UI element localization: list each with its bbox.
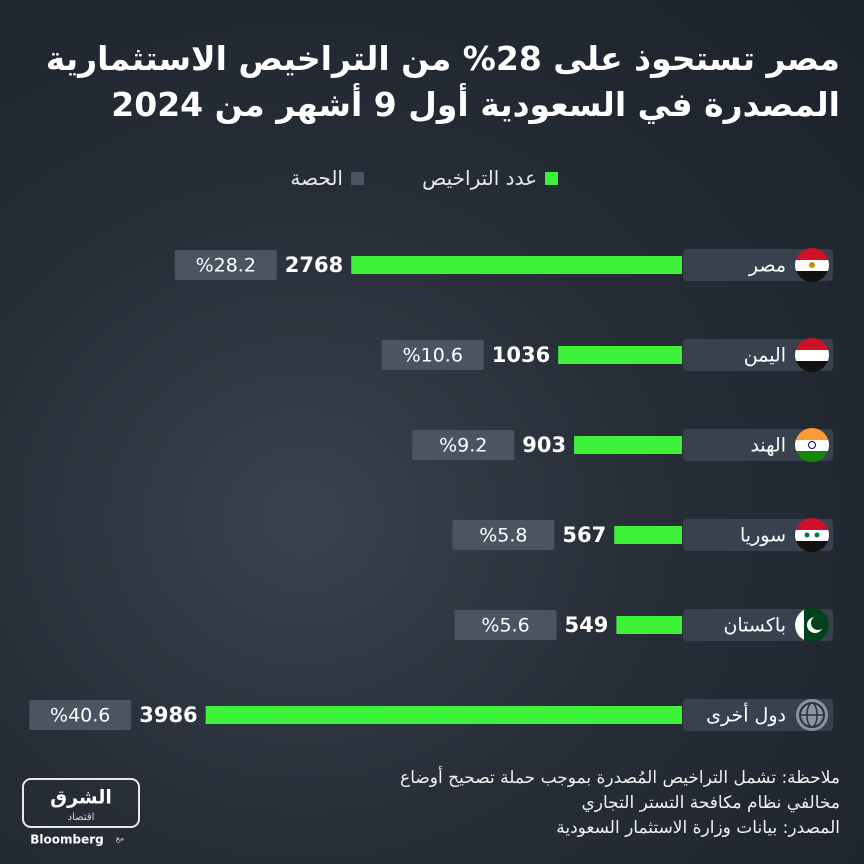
category-label: الهند [750,435,786,457]
share-label: %28.2 [196,255,256,277]
value-label: 2768 [285,253,343,277]
category-box [683,699,833,731]
value-label: 567 [562,523,606,547]
bar [558,346,682,364]
logo-partner: Bloomberg [30,833,104,847]
bar [205,706,682,724]
share-label: %5.6 [481,615,529,637]
share-box [174,250,277,280]
flag-pakistan [795,608,829,642]
bar [614,526,682,544]
value-label: 1036 [492,343,550,367]
share-box [381,340,484,370]
footnote: ملاحظة: تشمل التراخيص المُصدرة بموجب حمل… [400,766,840,841]
title-line: مصر تستحوذ على 28% من التراخيص الاستثمار… [45,39,840,78]
globe-icon [796,699,828,731]
share-label: %40.6 [50,705,110,727]
bar [616,616,682,634]
value-label: 903 [522,433,566,457]
share-label: %10.6 [403,345,463,367]
bar [574,436,682,454]
share-box [412,430,515,460]
category-box [683,339,833,371]
value-label: 3986 [139,703,197,727]
flag-syria [795,518,829,552]
legend-entry: عدد التراخيص [422,166,558,190]
logo: الشرق اقتصاد مع Bloomberg [22,778,140,847]
share-box [452,520,555,550]
note-line: ملاحظة: تشمل التراخيص المُصدرة بموجب حمل… [400,768,840,788]
category-box [683,249,833,281]
category-label: مصر [748,255,786,277]
logo-brand: الشرق [50,787,112,809]
value-label: 549 [565,613,609,637]
legend-label: عدد التراخيص [422,166,537,190]
category-box [683,519,833,551]
note-line: مخالفي نظام مكافحة التستر التجاري [581,793,840,813]
share-label: %5.8 [479,525,527,547]
share-label: %9.2 [439,435,487,457]
source: المصدر: بيانات وزارة الاستثمار السعودية [556,818,840,838]
category-label: دول أخرى [706,703,786,727]
flag-egypt [795,248,829,282]
share-box [29,700,132,730]
category-box [683,429,833,461]
logo-prefix: مع [116,834,125,843]
legend-swatch [351,171,364,185]
title-line: المصدرة في السعودية أول 9 أشهر من 2024 [111,85,840,124]
category-label: سوريا [740,525,786,547]
legend-label: الحصة [290,166,343,190]
chart-title: مصر تستحوذ على 28% من التراخيص الاستثمار… [20,36,840,128]
category-label: اليمن [744,345,786,367]
logo-section: اقتصاد [68,812,95,823]
flag-yemen [795,338,829,372]
bar [351,256,682,274]
legend-swatch [545,171,558,185]
category-label: باكستان [723,615,786,637]
category-box [683,609,833,641]
flag-india [795,428,829,462]
legend-entry: الحصة [290,166,364,190]
share-box [454,610,557,640]
